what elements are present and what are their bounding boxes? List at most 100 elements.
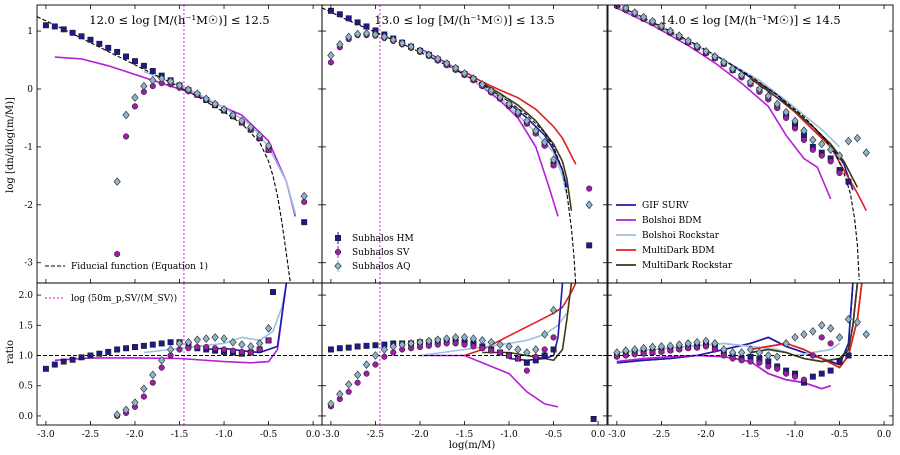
ratio-aq-point [666,341,674,351]
ratio-aq-point [541,330,549,339]
ratio-hm-point [363,342,370,349]
x-tick-label: -0.5 [831,430,849,440]
ratio-aq-point [362,360,371,369]
legend-resolution-label: log (50m_p,SV/⟨M_SV⟩) [71,293,177,304]
ratio-aq-point [738,348,746,357]
ratio-aq-point [202,334,210,343]
aq-point [149,76,157,85]
ratio-hm-point [51,361,58,368]
ratio-sv-point [354,379,361,386]
ratio-aq-point [505,342,513,351]
panel-title: 14.0 ≤ log [M/(h⁻¹M☉)] ≤ 14.5 [660,13,841,27]
ratio-sv-point [229,347,236,354]
aq-point [818,139,826,149]
ratio-line-multidark_rockstar [750,283,859,363]
ratio-sv-point [818,334,825,341]
ratio-aq-point [460,333,469,342]
legend-fiducial-label: Fiducial function (Equation 1) [71,261,208,272]
ratio-aq-point [220,334,228,343]
aq-point [720,58,728,67]
x-tick-label: 0.0 [306,430,321,440]
aq-point [675,31,683,40]
ratio-sv-point [194,344,201,351]
sv-point [114,250,121,258]
x-tick-label: -2.0 [697,430,715,440]
ratio-aq-point [478,336,486,345]
ratio-aq-point [452,333,460,342]
ratio-aq-point [640,343,648,353]
top-plot-area [322,5,593,283]
y-axis-title-bottom: ratio [5,340,16,364]
ratio-sv-point [800,376,807,383]
aq-point [835,151,844,160]
aq-point [434,54,442,64]
ratio-hm-point [149,341,156,348]
x-tick-label: -0.5 [260,430,278,440]
top-plot-area [613,5,870,281]
ratio-aq-point [336,389,344,399]
aq-point [452,63,460,73]
aq-point [407,42,415,51]
ratio-aq-point [764,351,772,360]
y-tick-label: 0.5 [19,382,34,392]
ratio-aq-point [631,345,639,354]
ratio-aq-point [140,384,148,394]
panel-2: -3.0 -2.5 -2.0 -1.5 -1.0 -0.5 0.0 13.0 ≤ log [M… [321,4,608,440]
hm-point [114,48,121,55]
hm-point [363,23,370,30]
ratio-aq-point [113,410,121,419]
hm-point [140,62,147,69]
aq-point [167,77,175,86]
legend-line-label: GIF SURV [642,201,689,211]
ratio-aq-point [469,334,477,343]
ratio-plot-area [37,283,322,425]
sv-point [131,103,139,110]
aq-point [505,99,513,109]
x-tick-label: -1.0 [500,430,518,440]
ratio-line-bolshoi_rockstar [419,312,568,357]
ratio-aq-point [487,337,495,347]
x-tick-label: -3.0 [37,430,55,440]
aq-point [729,64,737,73]
series-line-multidark_rockstar [481,82,573,211]
hm-point [123,53,130,60]
ratio-aq-point [158,356,166,365]
aq-point [300,191,308,201]
ratio-aq-point [773,352,781,361]
top-plot-area [37,5,308,283]
legend-resolution: log (50m_p,SV/⟨M_SV⟩) [45,293,177,304]
ratio-line-gif [616,283,854,366]
x-tick-label: -2.5 [367,430,385,440]
ratio-hm-point [845,352,852,359]
sv-point [791,125,799,132]
ratio-aq-point [434,335,442,345]
sv-point [818,152,825,159]
ratio-aq-point [229,337,237,347]
aq-point [416,46,424,56]
ratio-aq-point [853,318,861,327]
ratio-sv-point [461,341,468,348]
ratio-aq-point [657,342,666,351]
ratio-hm-point [836,358,843,365]
ratio-sv-point [212,345,219,352]
aq-point [354,29,362,39]
ratio-hm-point [336,345,343,352]
ratio-hm-point [132,344,138,351]
aq-point [523,116,531,126]
ratio-aq-point [247,342,255,351]
ratio-hm-point [590,416,597,422]
ratio-hm-point [78,354,85,361]
x-tick-label: -1.0 [215,430,233,440]
ratio-aq-point [193,335,201,345]
ratio-aq-point [345,380,353,389]
aq-point [773,99,781,109]
sv-point [809,146,816,153]
ratio-aq-point [389,342,397,351]
ratio-aq-point [354,370,362,380]
ratio-aq-point [720,345,728,354]
ratio-aq-point [380,345,388,354]
hm-point [51,23,58,30]
x-axis-title: log(m/M) [449,440,496,451]
ratio-aq-point [791,333,799,342]
legend-label: Subhalos SV [352,248,410,258]
